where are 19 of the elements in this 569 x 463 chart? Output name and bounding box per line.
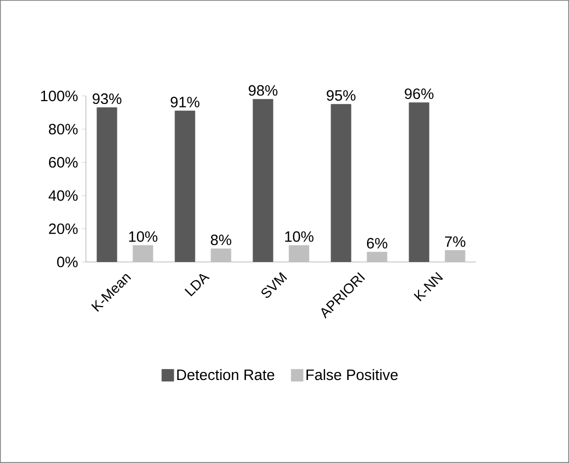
data-label: 98% xyxy=(248,85,278,96)
data-label: 7% xyxy=(445,236,466,247)
y-tick-label: 60% xyxy=(49,157,78,168)
data-label: 10% xyxy=(285,231,314,242)
data-label: 93% xyxy=(92,93,122,104)
data-label: 95% xyxy=(326,90,356,101)
data-label: 96% xyxy=(404,88,434,100)
x-tick-label: LDA xyxy=(184,274,210,296)
data-label: 10% xyxy=(129,231,158,242)
y-tick-label: 40% xyxy=(48,190,78,201)
y-tick-label: 80% xyxy=(48,124,78,134)
legend-label: Detection Rate xyxy=(177,369,274,380)
y-tick-label: 100% xyxy=(41,90,78,102)
y-tick-label: 0% xyxy=(57,256,78,268)
data-label: 91% xyxy=(170,96,200,108)
y-tick-label: 20% xyxy=(48,223,78,234)
legend-label: False Positive xyxy=(306,369,398,380)
data-label: 6% xyxy=(367,238,388,249)
data-label: 8% xyxy=(210,234,232,246)
